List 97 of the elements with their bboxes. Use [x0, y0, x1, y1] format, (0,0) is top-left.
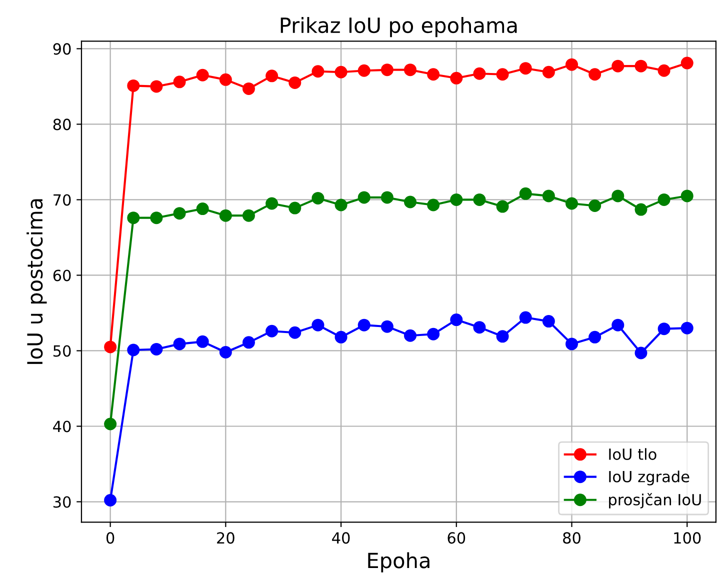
- point: [312, 192, 324, 204]
- point: [380, 320, 394, 333]
- point: [519, 62, 532, 75]
- point: [519, 311, 532, 324]
- point: [334, 66, 348, 78]
- y-tick-label: 70: [54, 194, 71, 206]
- point: [380, 191, 394, 204]
- point: [566, 338, 578, 350]
- point: [542, 190, 555, 202]
- point: [196, 202, 209, 216]
- point: [450, 193, 463, 206]
- point: [288, 202, 302, 214]
- point: [473, 193, 486, 206]
- point: [334, 198, 348, 212]
- point: [634, 203, 648, 216]
- point: [680, 190, 694, 202]
- point: [219, 73, 232, 86]
- point: [219, 209, 232, 222]
- legend-label: IoU tlo: [609, 448, 656, 460]
- point: [288, 76, 302, 89]
- legend-label: prosjčan IoU: [609, 492, 701, 508]
- point: [450, 72, 463, 84]
- point: [380, 64, 394, 76]
- point: [150, 212, 163, 224]
- point: [334, 330, 348, 344]
- point: [358, 64, 370, 77]
- point: [288, 326, 302, 339]
- point: [566, 58, 578, 71]
- point: [266, 197, 278, 210]
- point: [173, 76, 186, 88]
- point: [496, 200, 509, 213]
- x-tick-label: 80: [563, 532, 580, 544]
- point: [173, 207, 186, 220]
- point: [127, 79, 140, 92]
- point: [104, 494, 117, 506]
- point: [127, 344, 140, 356]
- point: [680, 56, 694, 70]
- point: [266, 70, 278, 82]
- x-axis-title: Epoha: [368, 552, 430, 572]
- point: [104, 340, 117, 354]
- y-tick-label: 60: [53, 270, 71, 282]
- y-tick-label: 50: [53, 345, 71, 357]
- point: [196, 335, 209, 348]
- point: [588, 330, 602, 344]
- chart-title: Prikaz IoU po epohama: [280, 16, 517, 38]
- x-tick-label: 40: [332, 532, 350, 544]
- point: [680, 322, 694, 334]
- point: [496, 330, 509, 343]
- point: [150, 342, 163, 356]
- point: [612, 190, 624, 202]
- point: [612, 318, 624, 332]
- point: [634, 60, 648, 72]
- point: [242, 336, 255, 349]
- point: [427, 68, 440, 81]
- point: [358, 191, 370, 204]
- point: [173, 338, 186, 350]
- point: [566, 197, 578, 210]
- point: [404, 196, 416, 208]
- point: [496, 68, 509, 81]
- point: [312, 65, 324, 78]
- point: [196, 68, 209, 82]
- x-tick-label: 100: [674, 532, 701, 544]
- point: [404, 64, 416, 76]
- x-tick-label: 20: [217, 532, 234, 544]
- point: [588, 200, 602, 212]
- point: [542, 66, 555, 78]
- point: [104, 418, 117, 430]
- point: [658, 193, 670, 206]
- point: [242, 209, 255, 222]
- point: [358, 318, 370, 332]
- point: [427, 198, 440, 212]
- y-tick-label: 90: [53, 43, 71, 55]
- x-tick-label: 60: [448, 532, 466, 544]
- y-tick-label: 40: [53, 420, 71, 432]
- point: [658, 322, 670, 336]
- point: [266, 324, 278, 338]
- y-axis-title: IoU u postocima: [26, 199, 47, 364]
- y-tick-label: 30: [53, 496, 71, 508]
- point: [588, 68, 602, 81]
- x-tick-label: 0: [106, 532, 114, 544]
- point: [242, 82, 255, 95]
- point: [150, 80, 163, 93]
- y-tick-label: 80: [53, 118, 71, 130]
- point: [473, 321, 486, 334]
- point: [658, 64, 670, 77]
- point: [219, 346, 232, 358]
- point: [450, 314, 463, 326]
- point: [312, 318, 324, 332]
- point: [542, 315, 555, 328]
- point: [404, 329, 416, 342]
- point: [427, 328, 440, 340]
- point: [634, 346, 648, 360]
- point: [127, 212, 140, 224]
- point: [473, 67, 486, 80]
- point: [612, 60, 624, 72]
- point: [519, 187, 532, 200]
- legend-label: IoU zgrade: [609, 470, 690, 486]
